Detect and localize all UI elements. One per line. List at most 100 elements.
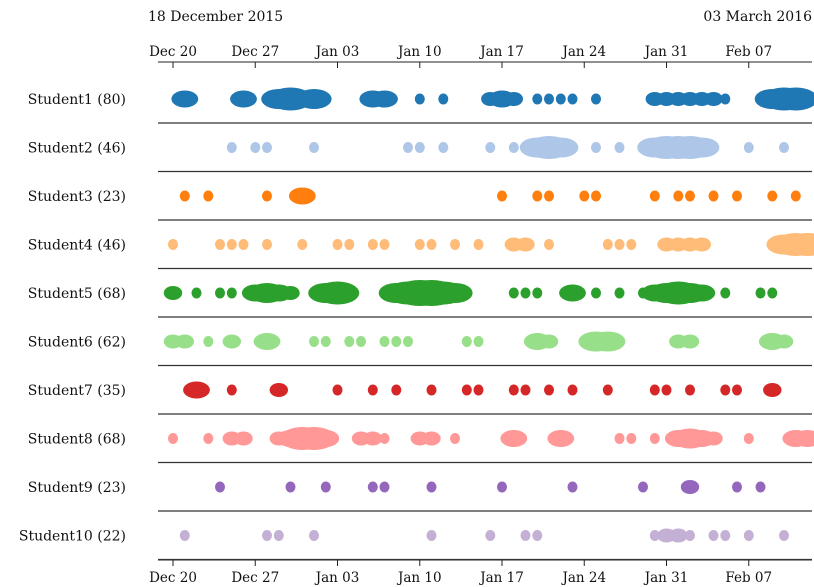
activity-mark: [680, 334, 700, 349]
activity-mark: [532, 93, 543, 105]
activity-mark: [785, 233, 814, 256]
activity-mark: [692, 237, 711, 252]
activity-mark: [544, 384, 554, 396]
activity-mark: [649, 433, 660, 444]
activity-mark: [720, 384, 731, 396]
activity-mark: [579, 190, 590, 202]
activity-mark: [763, 383, 782, 397]
activity-mark: [532, 190, 543, 202]
activity-mark: [779, 142, 789, 153]
activity-mark: [504, 92, 523, 106]
activity-mark: [296, 89, 332, 109]
activity-mark: [367, 384, 378, 396]
student-row: Student3 (23): [28, 187, 812, 221]
student-row: Student10 (22): [19, 528, 812, 561]
activity-mark: [680, 480, 700, 494]
activity-mark: [344, 239, 355, 250]
activity-mark: [614, 287, 625, 299]
bottom-axis-tick-label: Feb 07: [725, 570, 772, 586]
activity-mark: [591, 287, 601, 299]
activity-mark: [262, 142, 272, 153]
activity-mark: [215, 239, 225, 250]
activity-mark: [371, 90, 398, 108]
activity-mark: [438, 93, 449, 105]
top-axis-tick-label: Jan 10: [396, 44, 442, 60]
activity-mark: [567, 93, 578, 105]
activity-mark: [591, 142, 601, 153]
activity-mark: [743, 530, 754, 541]
activity-mark: [591, 93, 601, 105]
activity-mark: [203, 433, 214, 444]
activity-mark: [626, 239, 637, 250]
activity-mark: [626, 433, 637, 444]
activity-mark: [203, 336, 214, 347]
bottom-axis-tick-label: Jan 24: [560, 570, 606, 586]
activity-mark: [567, 384, 578, 396]
activity-mark: [591, 190, 601, 202]
activity-mark: [168, 239, 178, 250]
activity-mark: [720, 530, 731, 541]
activity-mark: [234, 431, 253, 446]
activity-mark: [288, 187, 316, 205]
activity-mark: [559, 284, 586, 302]
activity-mark: [356, 336, 366, 347]
activity-mark: [414, 239, 425, 250]
top-axis-tick-label: Feb 07: [725, 44, 772, 60]
activity-mark: [426, 530, 437, 541]
activity-mark: [602, 239, 613, 250]
student-row: Student5 (68): [28, 280, 812, 318]
activity-mark: [273, 530, 284, 541]
student-rows: Student1 (80) Student2 (46) Student3 (23) S…: [19, 87, 814, 561]
activity-mark: [320, 481, 331, 493]
activity-mark: [704, 431, 723, 446]
activity-mark: [175, 334, 194, 349]
activity-mark: [485, 142, 496, 153]
activity-mark: [379, 433, 390, 444]
activity-mark: [543, 137, 579, 158]
activity-mark: [743, 433, 754, 444]
student-row: Student1 (80): [28, 87, 814, 124]
activity-mark: [332, 239, 343, 250]
top-axis-tick-label: Jan 17: [478, 44, 524, 60]
activity-mark: [222, 334, 241, 349]
activity-mark: [320, 336, 331, 347]
activity-mark: [403, 142, 413, 153]
student-label: Student2 (46): [28, 141, 126, 157]
activity-mark: [379, 481, 390, 493]
activity-mark: [508, 142, 519, 153]
student-row: Student7 (35): [28, 381, 812, 415]
top-axis-tick-label: Dec 27: [231, 44, 279, 60]
activity-mark: [532, 530, 543, 541]
student-label: Student6 (62): [28, 335, 126, 351]
activity-mark: [614, 239, 625, 250]
start-date-label: 18 December 2015: [148, 9, 283, 25]
activity-mark: [391, 384, 402, 396]
activity-mark: [547, 430, 575, 447]
activity-mark: [508, 384, 519, 396]
activity-mark: [226, 384, 237, 396]
activity-mark: [661, 384, 672, 396]
end-date-label: 03 March 2016: [703, 9, 812, 25]
activity-mark: [309, 530, 319, 541]
activity-mark: [179, 530, 190, 541]
activity-mark: [755, 287, 766, 299]
activity-mark: [215, 287, 225, 299]
activity-mark: [704, 92, 723, 106]
top-date-axis: Dec 20 Dec 27 Jan 03 Jan 10 Jan 17 Jan 24 Jan …: [149, 44, 812, 68]
activity-mark: [226, 142, 237, 153]
activity-mark: [684, 137, 720, 158]
activity-mark: [544, 190, 554, 202]
activity-mark: [508, 287, 519, 299]
activity-mark: [685, 530, 695, 541]
activity-mark: [774, 334, 794, 349]
activity-mark: [767, 287, 778, 299]
student-row: Student2 (46): [28, 136, 812, 173]
activity-mark: [544, 93, 554, 105]
activity-mark: [163, 286, 183, 300]
activity-mark: [708, 530, 719, 541]
activity-mark: [500, 430, 528, 447]
activity-mark: [720, 93, 731, 105]
activity-mark: [367, 239, 378, 250]
activity-mark: [450, 433, 460, 444]
